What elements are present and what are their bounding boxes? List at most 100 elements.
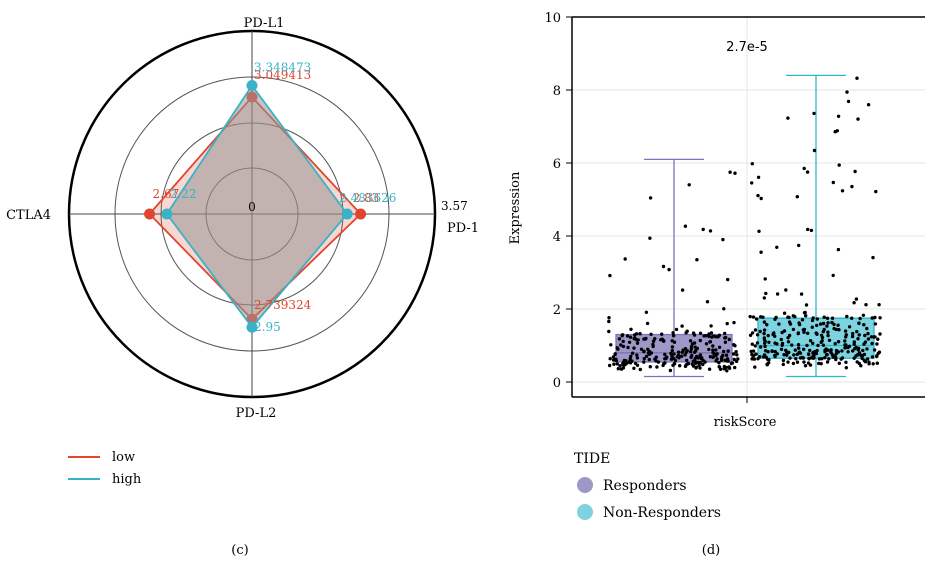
jitter-point	[616, 347, 620, 351]
jitter-point	[816, 343, 820, 348]
jitter-point	[878, 316, 882, 320]
jitter-point	[678, 364, 682, 368]
jitter-point	[717, 345, 722, 349]
jitter-point	[836, 323, 840, 327]
jitter-point	[732, 357, 736, 362]
jitter-point	[802, 311, 807, 315]
jitter-point	[704, 342, 709, 346]
jitter-point	[843, 339, 847, 343]
jitter-point	[856, 117, 860, 121]
jitter-point	[765, 362, 769, 366]
jitter-point	[773, 349, 777, 354]
jitter-point	[786, 360, 790, 364]
jitter-point	[683, 347, 688, 351]
jitter-point	[723, 331, 727, 336]
jitter-point	[827, 357, 831, 361]
jitter-point	[837, 361, 841, 365]
jitter-point	[762, 331, 766, 336]
jitter-point	[763, 339, 767, 343]
jitter-point	[791, 327, 796, 332]
jitter-point	[797, 321, 801, 325]
jitter-point	[855, 329, 859, 334]
jitter-point	[761, 355, 766, 359]
jitter-point	[680, 288, 685, 292]
jitter-point	[864, 303, 868, 307]
jitter-point	[837, 328, 841, 332]
jitter-point	[876, 351, 880, 356]
jitter-point	[793, 348, 797, 352]
jitter-point	[872, 348, 877, 352]
jitter-point	[695, 258, 699, 262]
jitter-point	[748, 333, 753, 337]
jitter-point	[833, 342, 837, 346]
jitter-point	[722, 349, 726, 354]
jitter-point	[808, 363, 813, 367]
jitter-point	[687, 183, 691, 187]
jitter-point	[782, 353, 786, 357]
jitter-point	[775, 292, 780, 296]
jitter-point	[701, 362, 705, 367]
jitter-point	[851, 331, 855, 336]
jitter-point	[787, 315, 791, 320]
jitter-point	[694, 349, 698, 353]
jitter-point	[753, 328, 758, 332]
jitter-point	[766, 333, 770, 338]
jitter-point	[815, 323, 819, 328]
jitter-point	[644, 336, 648, 341]
jitter-point	[781, 362, 785, 367]
jitter-point	[826, 321, 830, 325]
jitter-point	[688, 339, 693, 343]
jitter-point	[621, 339, 625, 344]
jitter-point	[732, 320, 736, 325]
jitter-point	[779, 347, 784, 351]
jitter-point	[793, 315, 797, 319]
jitter-point	[811, 341, 815, 345]
jitter-point	[613, 352, 617, 356]
jitter-point	[670, 348, 674, 353]
jitter-point	[698, 331, 703, 335]
jitter-point	[645, 321, 650, 326]
jitter-point	[694, 365, 699, 369]
jitter-point	[837, 163, 841, 167]
jitter-point	[662, 339, 666, 343]
jitter-point	[716, 335, 720, 339]
jitter-point	[660, 332, 664, 336]
jitter-point	[863, 360, 868, 364]
jitter-point	[735, 353, 739, 357]
jitter-point	[787, 333, 792, 338]
jitter-point	[826, 333, 830, 338]
jitter-point	[697, 363, 701, 368]
jitter-point	[689, 347, 693, 351]
jitter-point	[800, 318, 805, 322]
jitter-point	[690, 353, 694, 358]
legend-label-responders: Responders	[603, 478, 687, 494]
jitter-point	[806, 331, 810, 335]
radar-rmax-label: 3.57	[441, 199, 468, 213]
jitter-point	[810, 318, 815, 323]
jitter-point	[668, 368, 673, 373]
jitter-point	[855, 76, 859, 80]
jitter-point	[799, 292, 804, 296]
jitter-point	[822, 327, 826, 332]
jitter-point	[617, 337, 622, 341]
jitter-point	[802, 327, 807, 332]
jitter-point	[791, 361, 796, 366]
jitter-point	[711, 355, 715, 359]
jitter-point	[845, 90, 849, 94]
jitter-point	[808, 339, 813, 343]
jitter-point	[607, 363, 612, 368]
jitter-point	[661, 264, 666, 269]
radar-series: 3.049413 2.83 2.739324 2.67 3.348473 2.483626…	[144, 61, 396, 334]
box-jitter-points	[607, 76, 882, 373]
jitter-point	[639, 347, 644, 351]
jitter-point	[856, 348, 860, 352]
jitter-point	[804, 303, 809, 307]
jitter-point	[709, 324, 713, 328]
jitter-point	[733, 171, 737, 175]
jitter-point	[654, 359, 658, 363]
jitter-point	[846, 345, 850, 350]
jitter-point	[812, 350, 817, 354]
jitter-point	[802, 166, 806, 171]
radar-value-label-low: 2.739324	[254, 298, 312, 312]
jitter-point	[871, 362, 875, 366]
